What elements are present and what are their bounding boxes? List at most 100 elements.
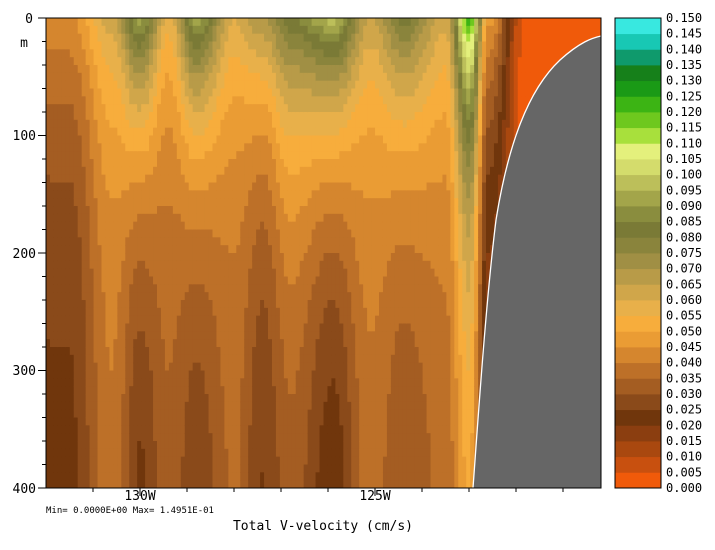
- field-cell: [204, 159, 210, 168]
- field-cell: [295, 80, 301, 90]
- field-cell: [137, 221, 142, 231]
- field-cell: [200, 104, 206, 113]
- field-cell: [125, 260, 130, 270]
- field-cell: [351, 72, 356, 82]
- field-cell: [57, 49, 63, 58]
- field-cell: [240, 456, 245, 466]
- field-cell: [157, 112, 162, 121]
- field-cell: [339, 354, 344, 364]
- field-cell: [53, 268, 59, 278]
- field-cell: [57, 253, 63, 262]
- field-cell: [232, 41, 237, 50]
- field-cell: [311, 174, 317, 184]
- field-cell: [232, 72, 237, 82]
- field-cell: [176, 80, 182, 90]
- field-cell: [77, 394, 83, 403]
- field-cell: [69, 143, 75, 152]
- field-cell: [73, 159, 79, 168]
- field-cell: [149, 362, 154, 372]
- field-cell: [371, 253, 376, 262]
- field-cell: [319, 65, 325, 74]
- field-cell: [196, 292, 202, 301]
- field-cell: [141, 237, 146, 246]
- field-cell: [204, 18, 210, 27]
- field-cell: [291, 174, 297, 184]
- field-cell: [69, 300, 75, 309]
- field-cell: [65, 300, 71, 309]
- field-cell: [149, 276, 154, 285]
- field-cell: [129, 276, 134, 285]
- field-cell: [192, 417, 198, 426]
- field-cell: [335, 237, 340, 246]
- field-cell: [204, 448, 210, 458]
- field-cell: [256, 464, 261, 473]
- field-cell: [220, 425, 225, 434]
- field-cell: [153, 417, 158, 426]
- field-cell: [220, 166, 225, 176]
- field-cell: [49, 472, 55, 481]
- field-cell: [184, 253, 190, 262]
- field-cell: [77, 315, 83, 325]
- field-cell: [61, 112, 67, 121]
- field-cell: [137, 354, 142, 364]
- field-cell: [172, 347, 178, 356]
- field-cell: [89, 104, 95, 113]
- field-cell: [180, 362, 186, 372]
- field-cell: [279, 151, 285, 160]
- field-cell: [295, 370, 301, 379]
- field-cell: [224, 166, 229, 176]
- field-cell: [77, 104, 83, 113]
- field-cell: [303, 143, 309, 152]
- field-cell: [184, 57, 190, 66]
- field-cell: [363, 425, 368, 434]
- field-cell: [335, 425, 340, 434]
- field-cell: [232, 96, 237, 105]
- field-cell: [248, 386, 253, 395]
- field-cell: [89, 237, 95, 246]
- field-cell: [327, 362, 333, 372]
- field-cell: [295, 41, 301, 50]
- field-cell: [355, 401, 360, 411]
- field-cell: [295, 315, 301, 325]
- field-cell: [256, 151, 261, 160]
- field-cell: [240, 135, 245, 144]
- field-cell: [319, 394, 325, 403]
- field-cell: [133, 198, 138, 207]
- field-cell: [371, 229, 376, 238]
- field-cell: [208, 151, 214, 160]
- field-cell: [355, 49, 360, 58]
- field-cell: [220, 370, 225, 379]
- field-cell: [49, 18, 55, 27]
- field-cell: [279, 347, 285, 356]
- field-cell: [168, 276, 174, 285]
- field-cell: [220, 448, 225, 458]
- field-cell: [46, 276, 51, 285]
- field-cell: [299, 206, 305, 215]
- field-cell: [85, 441, 91, 450]
- field-cell: [327, 323, 333, 332]
- field-cell: [327, 448, 333, 458]
- field-cell: [160, 174, 166, 184]
- field-cell: [113, 206, 118, 215]
- field-cell: [319, 174, 325, 184]
- field-cell: [363, 127, 368, 137]
- field-cell: [212, 448, 218, 458]
- field-cell: [224, 112, 229, 121]
- field-cell: [46, 378, 51, 387]
- field-cell: [97, 41, 103, 50]
- field-cell: [343, 386, 348, 395]
- field-cell: [65, 284, 71, 293]
- field-cell: [200, 268, 206, 278]
- field-cell: [291, 190, 297, 199]
- field-cell: [367, 292, 372, 301]
- field-cell: [264, 174, 269, 184]
- field-cell: [351, 260, 356, 270]
- field-cell: [331, 433, 336, 442]
- field-cell: [160, 331, 166, 340]
- field-cell: [264, 166, 269, 176]
- field-cell: [81, 339, 87, 348]
- field-cell: [85, 229, 91, 238]
- field-cell: [311, 237, 317, 246]
- field-cell: [264, 96, 269, 105]
- field-cell: [248, 88, 253, 97]
